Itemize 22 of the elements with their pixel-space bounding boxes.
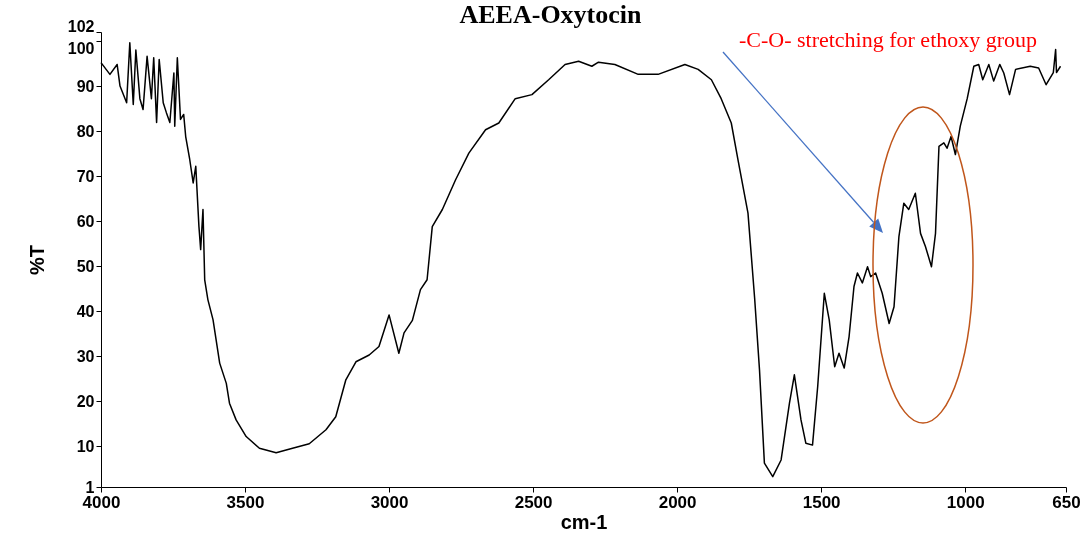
y-tick-label: 102 (67, 17, 95, 35)
x-tick-label: 2000 (658, 492, 697, 512)
y-tick-label: 90 (76, 77, 95, 95)
y-tick-label: 10 (76, 437, 95, 455)
x-tick-label: 2500 (514, 492, 553, 512)
y-tick-label: 80 (76, 122, 95, 140)
y-axis-title: %T (25, 245, 48, 275)
y-tick-label: 100 (67, 39, 95, 57)
y-tick-label: 40 (76, 302, 95, 320)
x-tick-label: 650 (1052, 492, 1081, 512)
y-tick-label: 20 (76, 392, 95, 410)
x-tick-label: 3000 (370, 492, 409, 512)
x-tick-label: 1500 (802, 492, 841, 512)
x-axis-title: cm-1 (560, 510, 608, 533)
chart-title: AEEA-Oxytocin (459, 0, 643, 29)
y-tick-label: 60 (76, 212, 95, 230)
x-tick-label: 3500 (226, 492, 265, 512)
x-tick-label: 1000 (946, 492, 985, 512)
annotation: -C-O- stretching for ethoxy group (738, 27, 1038, 52)
y-tick-label: 30 (76, 347, 95, 365)
y-tick-label: 70 (76, 167, 95, 185)
y-tick-label: 50 (76, 257, 95, 275)
